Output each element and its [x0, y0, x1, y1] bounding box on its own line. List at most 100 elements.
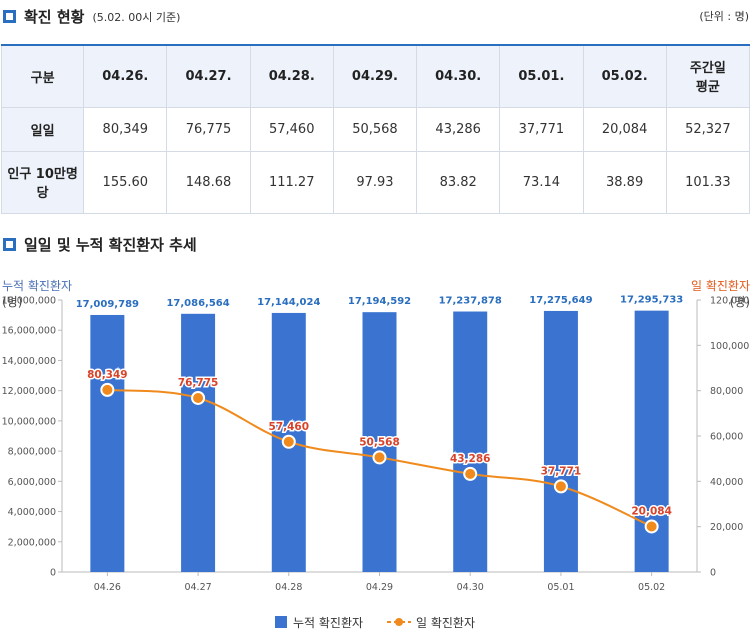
right-axis-unit: (명) — [730, 295, 750, 309]
table-cell: 83.82 — [416, 150, 501, 214]
line-data-label: 43,286 — [450, 453, 491, 465]
section-square-icon — [3, 10, 16, 23]
left-tick-label: 18,000,000 — [2, 296, 56, 307]
line-point — [644, 519, 659, 534]
table-cell: 97.93 — [332, 150, 418, 214]
right-tick-label: 80,000 — [710, 386, 743, 397]
header-cell-date: 04.27. — [166, 44, 251, 108]
status-table: 구분 04.26. 04.27. 04.28. 04.29. 04.30. 05… — [0, 44, 751, 214]
bar-data-label: 17,295,733 — [620, 295, 683, 306]
row-label-line1: 인구 10만명 — [7, 167, 78, 182]
section-header-trend: 일일 및 누적 확진환자 추세 — [3, 234, 197, 255]
line-point — [372, 450, 387, 465]
bar-data-label: 17,144,024 — [257, 297, 320, 308]
left-axis-label: 누적 확진환자 — [2, 279, 72, 293]
bar-data-label: 17,237,878 — [439, 296, 502, 307]
left-tick-label: 4,000,000 — [8, 507, 56, 518]
left-tick-label: 12,000,000 — [2, 386, 56, 397]
table-cell: 50,568 — [332, 106, 418, 152]
unit-note: (단위 : 명) — [699, 10, 749, 23]
row-label-daily: 일일 — [0, 106, 85, 152]
left-tick-label: 10,000,000 — [2, 416, 56, 427]
x-tick-label: 04.26 — [94, 582, 121, 593]
bar — [543, 310, 578, 572]
bar-data-label: 17,194,592 — [348, 296, 411, 307]
header-cell-date: 04.30. — [416, 44, 501, 108]
right-axis-label: 일 확진환자 — [691, 279, 750, 293]
row-label-per-100k: 인구 10만명 당 — [0, 150, 85, 214]
legend-bar-label: 누적 확진환자 — [293, 616, 363, 630]
header-cell-date: 04.26. — [83, 44, 168, 108]
right-tick-label: 100,000 — [710, 341, 749, 352]
x-tick-label: 04.27 — [184, 582, 211, 593]
table-cell: 73.14 — [499, 150, 584, 214]
left-tick-label: 14,000,000 — [2, 356, 56, 367]
x-tick-label: 04.30 — [457, 582, 484, 593]
line-point — [281, 434, 296, 449]
bar — [181, 313, 216, 572]
table-header-row: 구분 04.26. 04.27. 04.28. 04.29. 04.30. 05… — [0, 44, 751, 108]
table-cell: 155.60 — [83, 150, 168, 214]
section-title: 일일 및 누적 확진환자 추세 — [24, 236, 197, 254]
line-data-label: 80,349 — [87, 369, 128, 381]
table-row-daily: 일일 80,349 76,775 57,460 50,568 43,286 37… — [0, 106, 751, 152]
header-cell-category: 구분 — [0, 44, 85, 108]
table-cell: 38.89 — [582, 150, 667, 214]
left-tick-label: 2,000,000 — [8, 537, 56, 548]
table-row-per-100k: 인구 10만명 당 155.60 148.68 111.27 97.93 83.… — [0, 150, 751, 214]
x-tick-label: 05.02 — [638, 582, 665, 593]
header-cell-weekly-avg: 주간일 평균 — [665, 44, 751, 108]
bar — [90, 314, 125, 572]
left-tick-label: 8,000,000 — [8, 447, 56, 458]
table-cell: 43,286 — [416, 106, 501, 152]
right-tick-label: 60,000 — [710, 432, 743, 443]
bar-data-label: 17,275,649 — [529, 295, 592, 306]
legend-bar-swatch — [275, 616, 287, 628]
trend-chart: 누적 확진환자 (명) 일 확진환자 (명) 0 2,000,000 4,000,000 6,… — [2, 279, 750, 630]
bar — [453, 311, 488, 572]
row-label-line2: 당 — [36, 186, 49, 201]
left-axis-unit: (명) — [2, 295, 22, 309]
table-cell: 37,771 — [499, 106, 584, 152]
line-point — [100, 382, 115, 397]
section-header-status: 확진 현황 (5.02. 00시 기준) — [3, 6, 180, 27]
line-data-label: 37,771 — [541, 465, 582, 477]
line-data-label: 76,775 — [178, 377, 219, 389]
left-tick-label: 16,000,000 — [2, 326, 56, 337]
line-data-label: 50,568 — [359, 436, 400, 448]
header-cell-date: 04.29. — [332, 44, 418, 108]
right-tick-label: 0 — [710, 568, 716, 579]
right-tick-label: 20,000 — [710, 522, 743, 533]
legend-line-marker — [395, 618, 403, 626]
bar-data-label: 17,009,789 — [76, 299, 139, 310]
line-data-label: 57,460 — [269, 421, 310, 433]
header-cell-date: 05.02. — [582, 44, 667, 108]
table-cell: 20,084 — [582, 106, 667, 152]
weekly-avg-line2: 평균 — [695, 80, 720, 96]
section-title: 확진 현황 — [24, 8, 85, 26]
header-cell-date: 05.01. — [499, 44, 584, 108]
table-cell: 80,349 — [83, 106, 168, 152]
x-tick-label: 05.01 — [547, 582, 574, 593]
bar — [362, 312, 397, 572]
x-tick-label: 04.29 — [366, 582, 393, 593]
header-cell-date: 04.28. — [249, 44, 334, 108]
right-tick-label: 40,000 — [710, 477, 743, 488]
table-cell-avg: 52,327 — [665, 106, 751, 152]
section-subtitle: (5.02. 00시 기준) — [92, 10, 181, 24]
section-square-icon — [3, 238, 16, 251]
table-cell: 111.27 — [249, 150, 334, 214]
weekly-avg-line1: 주간일 — [689, 61, 726, 77]
table-cell: 57,460 — [249, 106, 334, 152]
line-point — [191, 390, 206, 405]
table-cell: 148.68 — [166, 150, 251, 214]
table-cell: 76,775 — [166, 106, 251, 152]
left-tick-label: 0 — [50, 568, 56, 579]
line-point — [463, 466, 478, 481]
left-tick-label: 6,000,000 — [8, 477, 56, 488]
line-data-label: 20,084 — [631, 505, 672, 517]
bar-data-label: 17,086,564 — [166, 298, 229, 309]
legend-line-label: 일 확진환자 — [416, 616, 475, 630]
table-cell-avg: 101.33 — [665, 150, 751, 214]
line-point — [553, 479, 568, 494]
